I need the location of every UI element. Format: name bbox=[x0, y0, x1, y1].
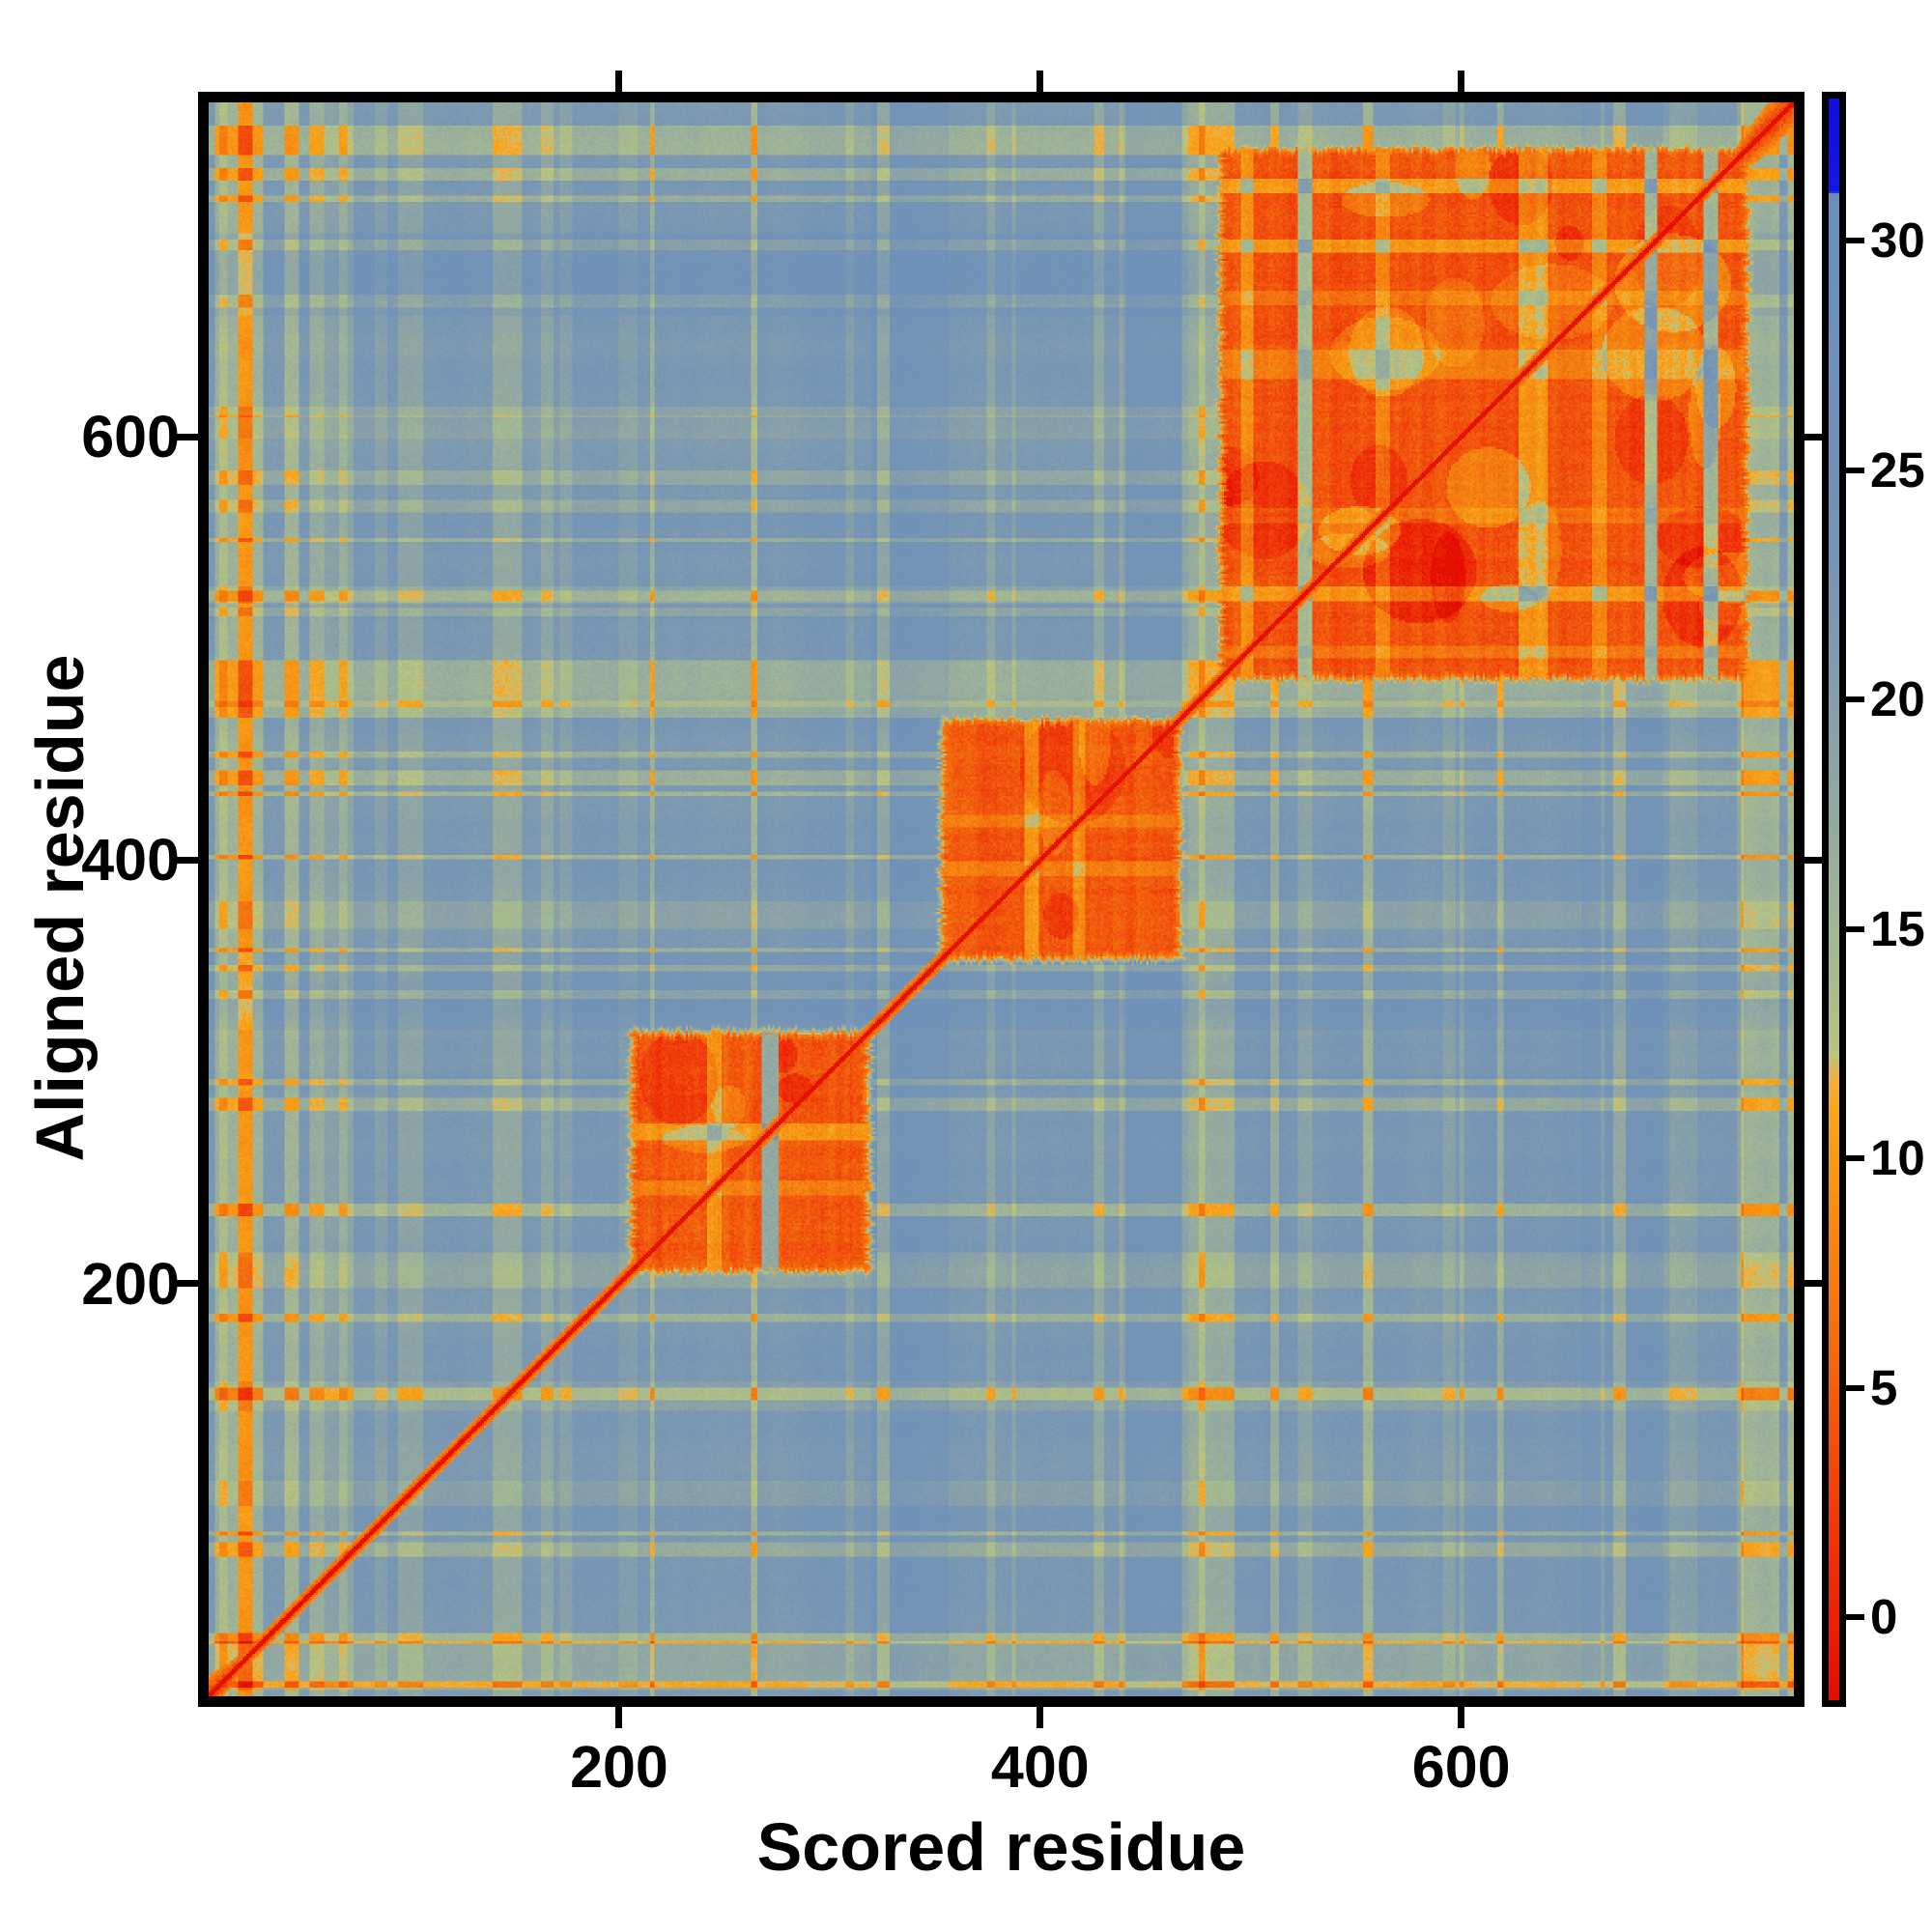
colorbar-tick-0 bbox=[1846, 1614, 1864, 1621]
colorbar-tick-label-5: 5 bbox=[1870, 1359, 1898, 1415]
colorbar-tick-20 bbox=[1846, 696, 1864, 703]
colorbar-tick-25 bbox=[1846, 467, 1864, 473]
x-tick-200 bbox=[615, 1707, 623, 1728]
heatmap-canvas bbox=[209, 102, 1794, 1696]
x-tick-400 bbox=[1037, 1707, 1044, 1728]
y-tick-label-200: 200 bbox=[81, 1250, 180, 1317]
y-axis-title: Aligned residue bbox=[22, 654, 98, 1162]
x-tick-label-400: 400 bbox=[990, 1734, 1090, 1800]
y-tick-right-200 bbox=[1804, 1280, 1823, 1288]
y-tick-right-600 bbox=[1804, 433, 1823, 440]
x-tick-label-200: 200 bbox=[570, 1734, 668, 1800]
heatmap-plot-area bbox=[198, 92, 1804, 1707]
colorbar-tick-label-20: 20 bbox=[1870, 671, 1925, 727]
colorbar bbox=[1822, 92, 1846, 1707]
y-tick-400 bbox=[177, 856, 198, 864]
colorbar-tick-5 bbox=[1846, 1384, 1864, 1391]
colorbar-canvas bbox=[1829, 99, 1839, 1700]
colorbar-tick-30 bbox=[1846, 238, 1864, 244]
x-axis-title: Scored residue bbox=[756, 1809, 1246, 1885]
colorbar-tick-label-0: 0 bbox=[1870, 1589, 1898, 1645]
colorbar-tick-15 bbox=[1846, 925, 1864, 932]
y-tick-label-400: 400 bbox=[81, 827, 180, 894]
y-tick-label-600: 600 bbox=[81, 404, 180, 470]
x-tick-top-200 bbox=[615, 71, 623, 92]
colorbar-tick-label-25: 25 bbox=[1870, 441, 1925, 497]
x-tick-600 bbox=[1458, 1707, 1465, 1728]
y-tick-600 bbox=[177, 433, 198, 440]
y-tick-200 bbox=[177, 1280, 198, 1288]
colorbar-tick-10 bbox=[1846, 1155, 1864, 1162]
y-tick-right-400 bbox=[1804, 856, 1823, 864]
x-tick-top-600 bbox=[1458, 71, 1465, 92]
colorbar-tick-label-30: 30 bbox=[1870, 213, 1925, 269]
x-tick-top-400 bbox=[1037, 71, 1044, 92]
colorbar-tick-label-15: 15 bbox=[1870, 900, 1925, 956]
x-tick-label-600: 600 bbox=[1411, 1734, 1511, 1800]
colorbar-tick-label-10: 10 bbox=[1870, 1130, 1925, 1186]
